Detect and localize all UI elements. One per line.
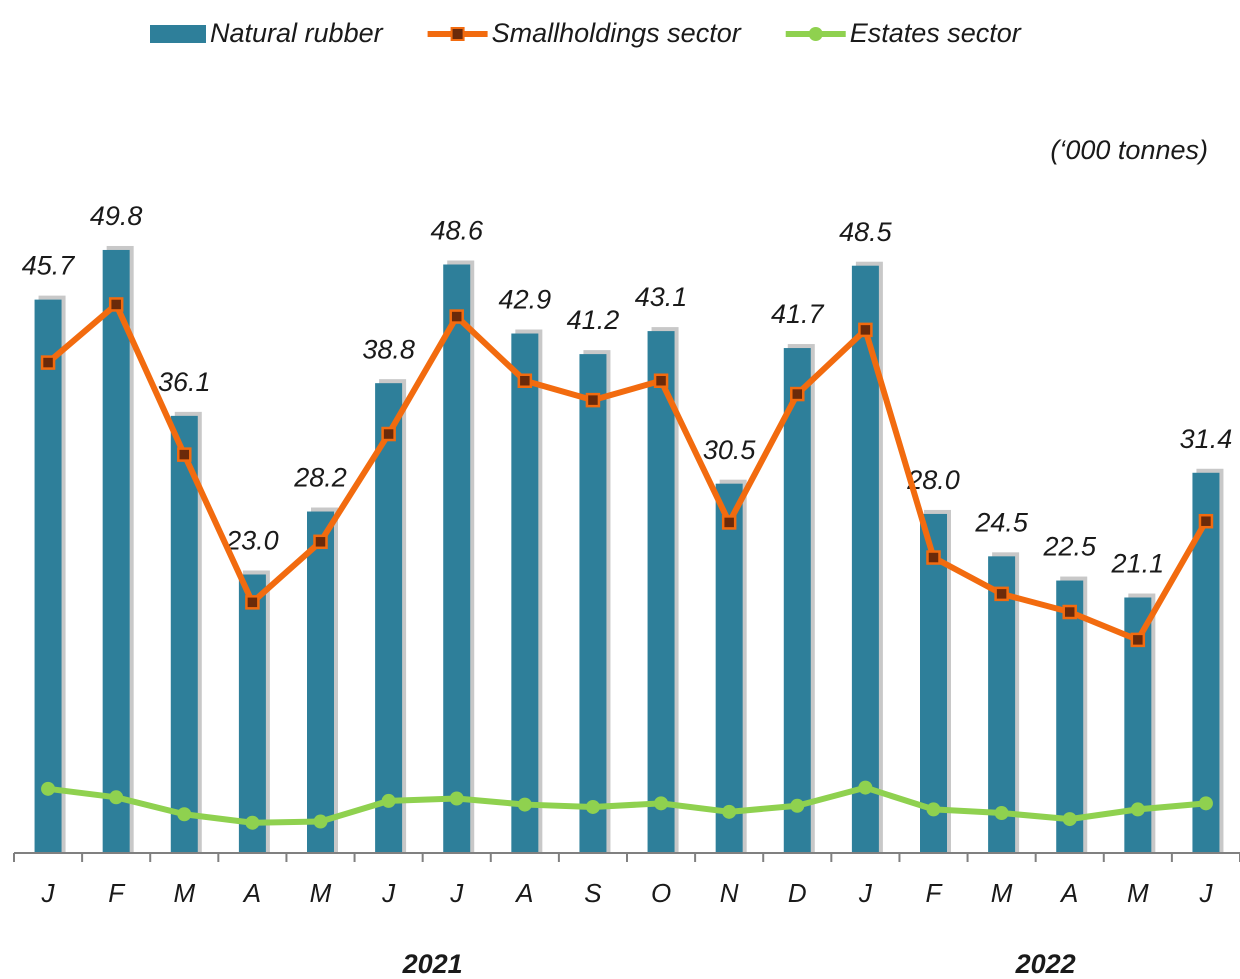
data-label: 24.5 (974, 507, 1029, 537)
data-label: 43.1 (635, 282, 688, 312)
marker (585, 392, 601, 408)
data-label: 23.0 (225, 526, 279, 556)
bar (34, 299, 62, 854)
marker (40, 355, 56, 370)
x-tick-label: M (1127, 878, 1149, 908)
marker (109, 790, 124, 805)
marker (721, 515, 737, 530)
data-label: 49.8 (90, 201, 143, 231)
x-tick-label: M (310, 878, 332, 908)
data-label: 31.4 (1180, 424, 1233, 454)
marker (313, 814, 328, 829)
marker (449, 309, 464, 324)
data-label: 21.1 (1111, 549, 1165, 579)
legend-label: Estates sector (850, 18, 1022, 48)
x-tick-label: A (242, 878, 261, 908)
legend-label: Smallholdings sector (492, 18, 742, 48)
marker (654, 796, 669, 811)
marker (790, 386, 805, 402)
bar (579, 354, 607, 853)
data-label: 28.2 (293, 463, 347, 493)
bar (102, 249, 130, 853)
data-label: 30.5 (703, 435, 757, 465)
marker (449, 791, 464, 806)
bar (238, 574, 266, 853)
marker (41, 781, 56, 796)
line (47, 784, 1207, 826)
x-tick-label: J (858, 878, 873, 908)
marker (926, 802, 941, 817)
marker (722, 804, 737, 819)
marker (313, 534, 328, 550)
marker (1198, 513, 1214, 529)
legend-marker (450, 27, 465, 41)
x-tick-label: N (720, 878, 739, 908)
bar (170, 415, 198, 853)
marker (994, 586, 1009, 602)
marker (585, 799, 600, 814)
marker (1130, 632, 1146, 648)
data-label: 42.9 (499, 285, 552, 315)
legend-label: Natural rubber (210, 18, 384, 48)
data-label: 38.8 (362, 334, 415, 364)
marker (1130, 802, 1145, 817)
marker (858, 322, 873, 338)
x-tick-label: A (514, 878, 533, 908)
bar (783, 348, 811, 853)
data-label: 36.1 (158, 367, 211, 397)
marker (1062, 812, 1077, 827)
bar (443, 264, 471, 853)
x-tick-label: S (584, 878, 602, 908)
x-tick-label: A (1059, 878, 1078, 908)
bar (1192, 472, 1220, 853)
data-label: 48.5 (839, 217, 893, 247)
data-label: 41.2 (567, 305, 620, 335)
marker (1062, 604, 1077, 620)
data-label: 22.5 (1042, 532, 1097, 562)
x-tick-label: J (41, 878, 56, 908)
bar (647, 331, 675, 854)
marker (994, 806, 1009, 821)
marker (381, 793, 396, 808)
x-tick-label: J (1198, 878, 1213, 908)
bar (988, 556, 1016, 853)
marker (245, 595, 260, 610)
data-label: 45.7 (22, 251, 76, 281)
data-label: 48.6 (430, 216, 484, 246)
marker (517, 373, 533, 388)
marker (1198, 796, 1213, 811)
x-tick-label: O (651, 878, 671, 908)
marker (381, 426, 396, 442)
marker (790, 798, 805, 813)
bar (715, 483, 743, 853)
marker (926, 550, 941, 565)
x-tick-label: F (926, 878, 944, 908)
x-group-label: 2021 (402, 949, 463, 979)
legend-swatch (150, 25, 206, 43)
bar (920, 513, 947, 853)
x-tick-label: F (108, 878, 126, 908)
x-tick-label: M (991, 878, 1013, 908)
line (46, 301, 1209, 643)
marker (245, 815, 260, 830)
marker (517, 797, 532, 812)
unit-label: (‘000 tonnes) (1050, 135, 1208, 165)
legend-marker (808, 27, 823, 41)
x-tick-label: M (173, 878, 195, 908)
data-label: 41.7 (771, 299, 825, 329)
x-tick-label: D (788, 878, 807, 908)
bar (375, 383, 403, 853)
marker (177, 447, 192, 462)
bar (307, 511, 334, 853)
bar (511, 333, 539, 853)
bar (1056, 580, 1084, 853)
marker (653, 373, 669, 388)
x-tick-label: J (381, 878, 396, 908)
marker (177, 807, 192, 822)
x-group-label: 2022 (1015, 949, 1076, 979)
marker (858, 780, 873, 795)
x-tick-label: J (449, 878, 464, 908)
marker (108, 297, 124, 312)
